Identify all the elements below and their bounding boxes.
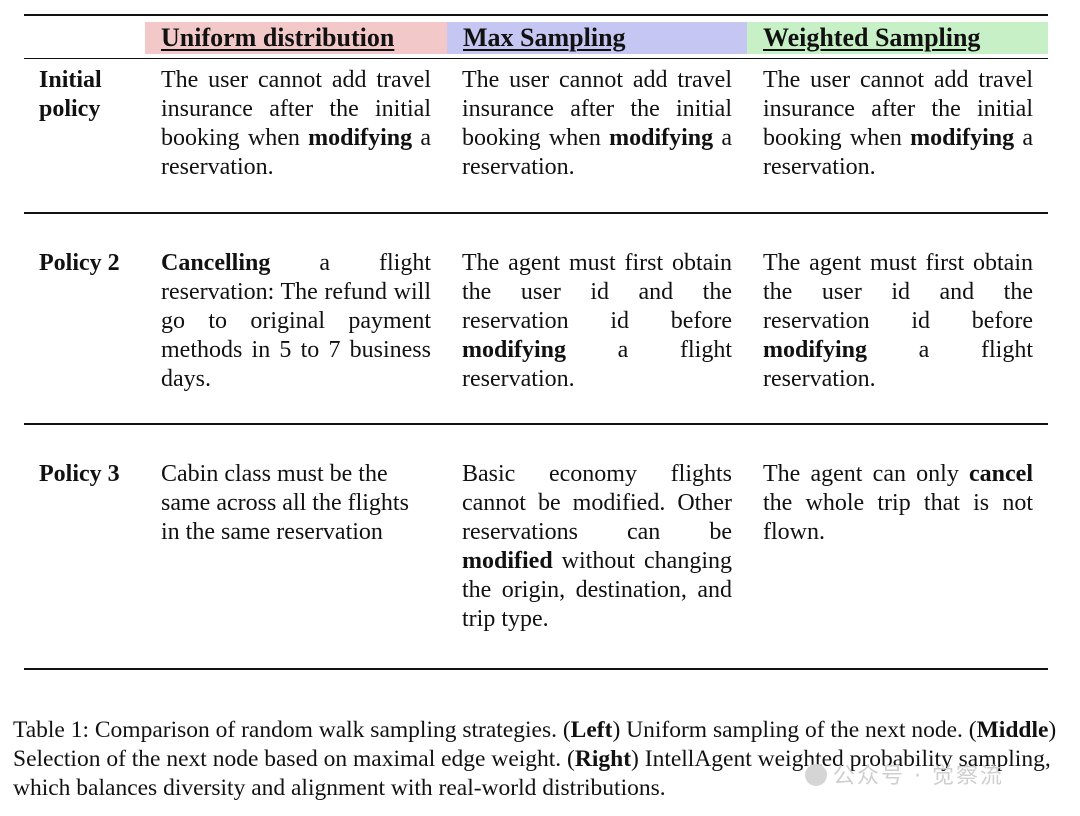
header-rule: [24, 58, 1048, 59]
row-label-initial-policy: Initial policy: [39, 66, 102, 124]
table-bottom-rule: [24, 668, 1048, 670]
table-cell: The agent must first obtain the user id …: [763, 250, 1033, 392]
column-header-label: Weighted Sampling: [763, 23, 981, 52]
row-label-policy-3: Policy 3: [39, 461, 120, 487]
row-label-line: Initial: [39, 67, 102, 93]
table-cell: Basic economy flights cannot be modified…: [462, 461, 732, 632]
column-header-weighted: Weighted Sampling: [747, 22, 1048, 54]
column-header-uniform: Uniform distribution: [145, 22, 447, 54]
table-cell: Cancelling a flight reservation: The ref…: [161, 250, 431, 392]
table-top-rule: [24, 14, 1048, 16]
table-cell: The user cannot add travel insurance aft…: [161, 67, 432, 180]
row-rule-1: [24, 212, 1048, 214]
column-header-label: Max Sampling: [463, 23, 626, 52]
table-cell: The user cannot add travel insurance aft…: [462, 67, 733, 180]
row-label-line: policy: [39, 96, 101, 122]
watermark: 公众号 · 觉察流: [805, 758, 1004, 790]
wechat-logo-icon: [805, 764, 827, 786]
column-header-max: Max Sampling: [447, 22, 747, 54]
table-cell: Cabin class must be the same across all …: [161, 461, 409, 545]
table-cell: The agent must first obtain the user id …: [462, 250, 732, 392]
watermark-text: 公众号 · 觉察流: [833, 764, 1004, 789]
table-caption: Table 1: Comparison of random walk sampl…: [13, 717, 1057, 801]
table-cell: The user cannot add travel insurance aft…: [763, 67, 1034, 180]
row-rule-2: [24, 423, 1048, 425]
row-label-policy-2: Policy 2: [39, 250, 120, 276]
table-cell: The agent can only cancel the whole trip…: [763, 461, 1033, 545]
column-header-label: Uniform distribution: [161, 23, 395, 52]
